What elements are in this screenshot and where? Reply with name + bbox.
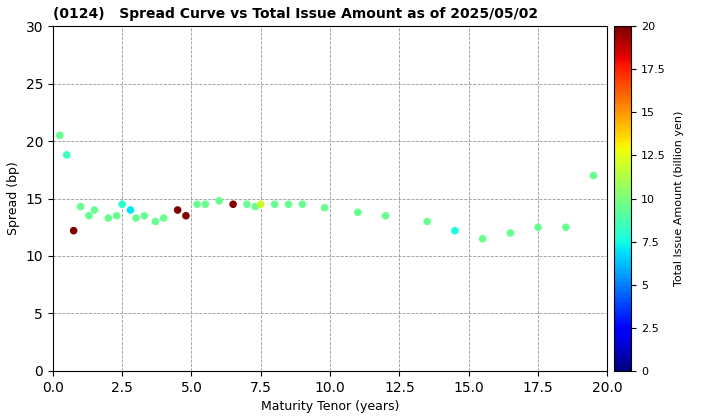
Point xyxy=(352,209,364,215)
Point xyxy=(158,215,169,221)
Point xyxy=(172,207,184,213)
Point xyxy=(588,172,599,179)
Point xyxy=(138,213,150,219)
Point xyxy=(125,207,136,213)
Point xyxy=(83,213,94,219)
Point xyxy=(241,201,253,207)
Point xyxy=(477,235,488,242)
Point xyxy=(180,213,192,219)
Point xyxy=(199,201,211,207)
Point xyxy=(255,201,266,207)
Point xyxy=(102,215,114,221)
Text: (0124)   Spread Curve vs Total Issue Amount as of 2025/05/02: (0124) Spread Curve vs Total Issue Amoun… xyxy=(53,7,538,21)
Point xyxy=(283,201,294,207)
Y-axis label: Total Issue Amount (billion yen): Total Issue Amount (billion yen) xyxy=(674,111,684,286)
Point xyxy=(449,227,461,234)
Point xyxy=(130,215,142,221)
Point xyxy=(250,203,261,210)
Point xyxy=(117,201,128,207)
Point xyxy=(560,224,572,231)
Point xyxy=(89,207,100,213)
Point xyxy=(68,227,79,234)
Point xyxy=(61,152,73,158)
X-axis label: Maturity Tenor (years): Maturity Tenor (years) xyxy=(261,400,400,413)
Point xyxy=(75,203,86,210)
Point xyxy=(54,132,66,139)
Point xyxy=(380,213,392,219)
Point xyxy=(228,201,239,207)
Point xyxy=(421,218,433,225)
Point xyxy=(532,224,544,231)
Point xyxy=(297,201,308,207)
Point xyxy=(150,218,161,225)
Point xyxy=(111,213,122,219)
Point xyxy=(213,197,225,204)
Point xyxy=(269,201,280,207)
Y-axis label: Spread (bp): Spread (bp) xyxy=(7,162,20,235)
Point xyxy=(319,205,330,211)
Point xyxy=(505,230,516,236)
Point xyxy=(192,201,203,207)
